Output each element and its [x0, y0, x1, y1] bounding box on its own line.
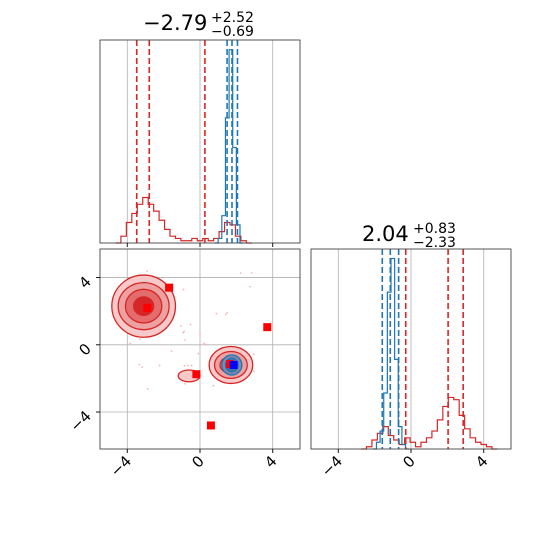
- scatter-dot: [189, 323, 192, 326]
- scatter-dot: [138, 363, 141, 366]
- scatter-dot: [252, 353, 255, 356]
- title-lower-param-1: −0.69: [211, 24, 254, 40]
- y-tick-label-2: 4: [75, 273, 94, 292]
- scatter-dot: [190, 364, 193, 367]
- marker-square-6: [229, 360, 238, 369]
- scatter-dot: [141, 366, 144, 368]
- marginal-panel-param-1: −2.79 +2.52 −0.69: [99, 10, 301, 247]
- scatter-dot: [158, 364, 161, 367]
- scatter-dot: [139, 338, 142, 341]
- scatter-dot: [182, 288, 185, 291]
- scatter-dot: [129, 342, 132, 345]
- scatter-dot: [184, 382, 186, 385]
- x-tick-label-0: −4: [318, 452, 346, 480]
- marker-square-0: [143, 303, 152, 312]
- y-tick-label-0: −4: [66, 407, 94, 435]
- title-upper-param-1: +2.52: [211, 10, 254, 26]
- title-upper-param-2: +0.83: [413, 221, 456, 237]
- scatter-dot: [249, 285, 251, 288]
- scatter-dot: [224, 313, 227, 316]
- x-tick-label-0: −4: [107, 452, 135, 480]
- scatter-dot: [253, 370, 255, 373]
- title-lower-param-2: −2.33: [413, 235, 456, 251]
- histogram-series-0: [361, 396, 498, 450]
- scatter-dot: [204, 343, 207, 346]
- scatter-dot: [145, 270, 148, 272]
- scatter-dot: [226, 312, 229, 314]
- scatter-dot: [146, 388, 149, 390]
- title-value-param-2: 2.04: [362, 222, 409, 246]
- x-tick-label-1: 0: [188, 452, 207, 471]
- x-tick-label-1: 0: [399, 452, 418, 471]
- y-tick-label-1: 0: [75, 340, 94, 359]
- marker-square-5: [206, 421, 215, 430]
- x-tick-label-2: 4: [261, 452, 280, 471]
- scatter-dot: [215, 312, 218, 315]
- scatter-dot: [203, 342, 205, 345]
- histogram-series-1: [372, 257, 410, 450]
- marker-square-2: [263, 323, 272, 332]
- marker-square-3: [192, 370, 201, 379]
- scatter-dot: [250, 272, 253, 274]
- scatter-dot: [184, 338, 186, 341]
- scatter-dot: [212, 384, 215, 387]
- histogram-series-1: [214, 49, 244, 244]
- scatter-dot: [239, 272, 242, 275]
- title-value-param-1: −2.79: [143, 11, 207, 35]
- marginal-panel-param-2: 2.04 +0.83 −2.33 −4 0 4: [310, 221, 512, 480]
- scatter-dot: [199, 332, 201, 335]
- joint-panel: −4 0 4 −4 0 4: [66, 248, 301, 480]
- scatter-dot: [170, 350, 173, 352]
- scatter-dot: [179, 324, 182, 327]
- scatter-dot: [182, 331, 185, 334]
- x-tick-label-2: 4: [472, 452, 491, 471]
- scatter-dot: [197, 352, 200, 355]
- scatter-dot: [183, 365, 186, 367]
- marker-square-1: [165, 283, 174, 292]
- scatter-dot: [183, 330, 185, 333]
- scatter-dot: [186, 364, 189, 367]
